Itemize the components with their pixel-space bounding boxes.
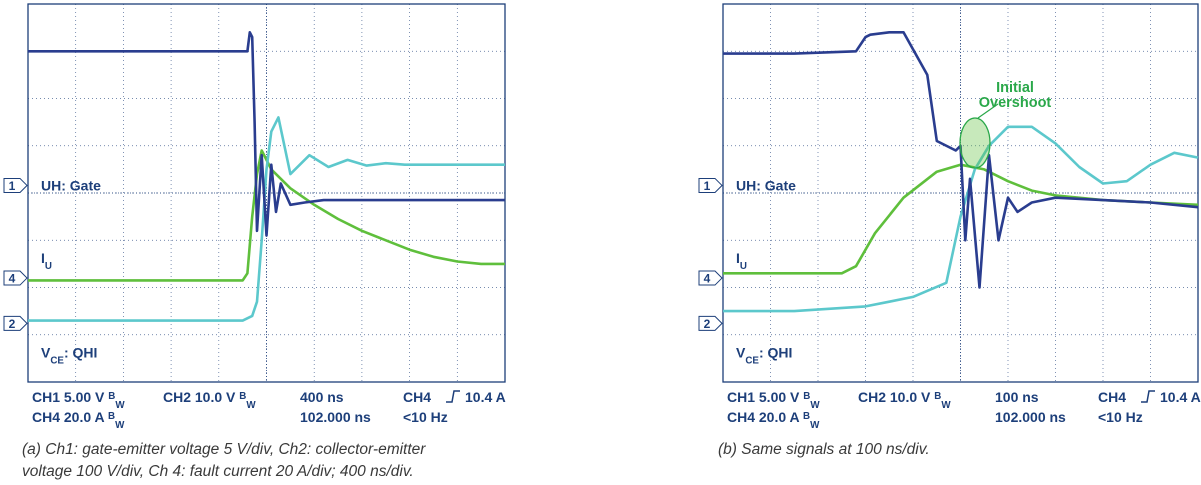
trace-ch2-b bbox=[723, 125, 1199, 313]
scope-panel-a: 1 4 2 UH: Gate IU VCE: QHI CH1 5.00 V BW CH4 20… bbox=[0, 0, 600, 485]
channel-marker-number: 1 bbox=[9, 179, 16, 193]
overshoot-label-line-2: Overshoot bbox=[979, 95, 1052, 111]
label-iu-b: IU bbox=[736, 250, 747, 272]
caption-a-line-1: (a) Ch1: gate-emitter voltage 5 V/div, C… bbox=[22, 441, 426, 458]
trigger-level: 10.4 A bbox=[465, 389, 506, 405]
channel-2-marker-a: 2 bbox=[3, 315, 28, 331]
channel-4-marker-b: 4 bbox=[698, 270, 723, 286]
plot-frame-b bbox=[722, 3, 1199, 383]
label-iu-a: IU bbox=[41, 250, 52, 272]
channel-marker-box bbox=[3, 177, 28, 193]
channel-marker-number: 2 bbox=[704, 317, 711, 331]
channel-marker-box bbox=[698, 177, 723, 193]
readout-timebase-b: 100 ns bbox=[995, 389, 1039, 405]
label-vce-b: VCE: QHI bbox=[736, 345, 792, 367]
channel-1-marker-a: 1 bbox=[3, 177, 28, 193]
channel-marker-box bbox=[698, 315, 723, 331]
trace-ch1-a bbox=[28, 30, 505, 237]
caption-b: (b) Same signals at 100 ns/div. bbox=[718, 439, 1188, 461]
channel-1-marker-b: 1 bbox=[698, 177, 723, 193]
grid-b bbox=[723, 4, 1198, 382]
trigger-edge-icon bbox=[446, 390, 460, 403]
readout-position-a: 102.000 ns bbox=[300, 409, 371, 425]
trace-ch2-a bbox=[28, 116, 505, 322]
trigger-level: 10.4 A bbox=[1160, 389, 1201, 405]
overshoot-label-line-1: Initial bbox=[996, 80, 1034, 96]
channel-marker-number: 2 bbox=[9, 317, 16, 331]
overshoot-ellipse bbox=[959, 117, 991, 169]
readout-trigger-freq-a: <10 Hz bbox=[403, 409, 448, 425]
readout-position-b: 102.000 ns bbox=[995, 409, 1066, 425]
readout-ch2-a: CH2 10.0 V BW bbox=[163, 389, 256, 411]
readout-ch1-a: CH1 5.00 V BW bbox=[32, 389, 125, 411]
channel-marker-number: 4 bbox=[9, 272, 16, 286]
caption-b-line-1: (b) Same signals at 100 ns/div. bbox=[718, 441, 930, 458]
channel-4-marker-a: 4 bbox=[3, 270, 28, 286]
label-uh-gate-b: UH: Gate bbox=[736, 177, 796, 193]
readout-trigger-freq-b: <10 Hz bbox=[1098, 409, 1143, 425]
trace-ch4-b bbox=[723, 163, 1199, 275]
label-vce-a: VCE: QHI bbox=[41, 345, 97, 367]
channel-marker-number: 1 bbox=[704, 179, 711, 193]
caption-a-line-2: voltage 100 V/div, Ch 4: fault current 2… bbox=[22, 463, 414, 480]
readout-ch1-b: CH1 5.00 V BW bbox=[727, 389, 820, 411]
trigger-edge-icon bbox=[1141, 390, 1155, 403]
grid-a bbox=[28, 4, 505, 382]
caption-a: (a) Ch1: gate-emitter voltage 5 V/div, C… bbox=[22, 439, 592, 483]
label-uh-gate-a: UH: Gate bbox=[41, 177, 101, 193]
readout-timebase-a: 400 ns bbox=[300, 389, 344, 405]
channel-2-marker-b: 2 bbox=[698, 315, 723, 331]
readout-ch2-b: CH2 10.0 V BW bbox=[858, 389, 951, 411]
trigger-source: CH4 bbox=[403, 389, 431, 405]
trace-ch1-b bbox=[723, 30, 1199, 289]
channel-marker-box bbox=[3, 315, 28, 331]
channel-marker-box bbox=[3, 270, 28, 286]
trace-ch4-a bbox=[28, 149, 505, 282]
readout-ch4-a: CH4 20.0 A BW bbox=[32, 409, 125, 431]
channel-marker-box bbox=[698, 270, 723, 286]
trigger-source: CH4 bbox=[1098, 389, 1126, 405]
readout-ch4-b: CH4 20.0 A BW bbox=[727, 409, 820, 431]
overshoot-leader bbox=[977, 103, 999, 119]
channel-marker-number: 4 bbox=[704, 272, 711, 286]
readout-trigger-a: CH4 10.4 A bbox=[403, 389, 506, 405]
readout-trigger-b: CH4 10.4 A bbox=[1098, 389, 1201, 405]
